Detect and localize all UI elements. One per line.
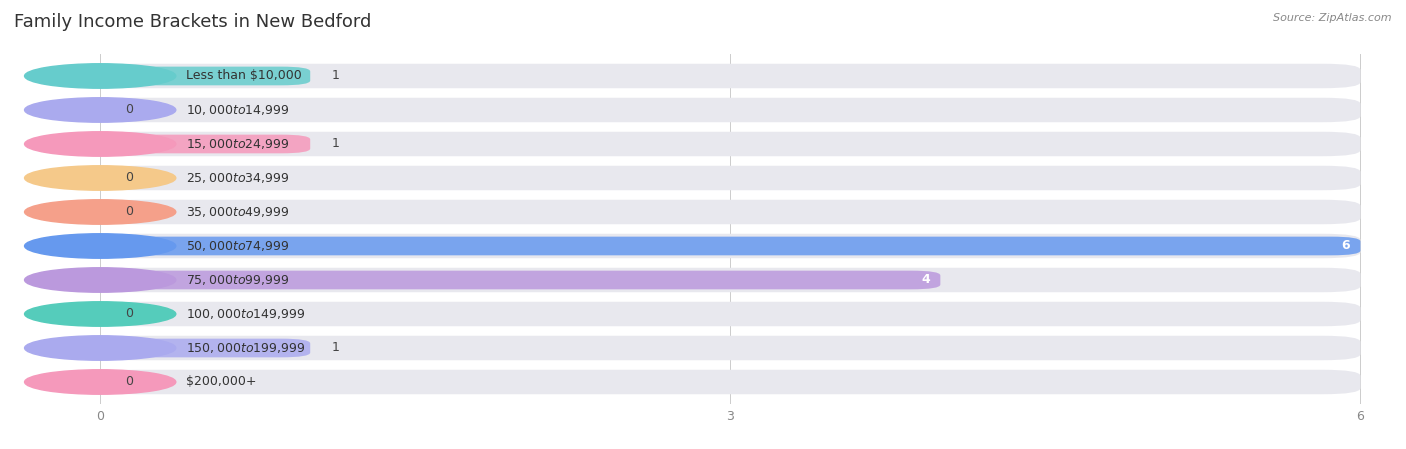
Text: Family Income Brackets in New Bedford: Family Income Brackets in New Bedford — [14, 13, 371, 31]
FancyBboxPatch shape — [100, 132, 1361, 156]
Text: 0: 0 — [125, 172, 134, 185]
Text: $50,000 to $74,999: $50,000 to $74,999 — [186, 239, 290, 253]
Circle shape — [24, 200, 176, 224]
Text: $100,000 to $149,999: $100,000 to $149,999 — [186, 307, 305, 321]
Circle shape — [24, 370, 176, 394]
FancyBboxPatch shape — [100, 166, 1361, 190]
Text: 1: 1 — [332, 342, 339, 355]
Circle shape — [24, 166, 176, 190]
FancyBboxPatch shape — [100, 302, 1361, 326]
FancyBboxPatch shape — [100, 64, 1361, 88]
Text: $10,000 to $14,999: $10,000 to $14,999 — [186, 103, 290, 117]
FancyBboxPatch shape — [100, 200, 1361, 224]
Text: 1: 1 — [332, 70, 339, 83]
Circle shape — [24, 132, 176, 156]
Text: $75,000 to $99,999: $75,000 to $99,999 — [186, 273, 290, 287]
FancyBboxPatch shape — [100, 370, 1361, 394]
Text: $150,000 to $199,999: $150,000 to $199,999 — [186, 341, 305, 355]
Text: $200,000+: $200,000+ — [186, 375, 257, 388]
Text: 4: 4 — [921, 273, 929, 286]
Text: $35,000 to $49,999: $35,000 to $49,999 — [186, 205, 290, 219]
Text: 1: 1 — [332, 137, 339, 150]
Text: $25,000 to $34,999: $25,000 to $34,999 — [186, 171, 290, 185]
Text: 0: 0 — [125, 206, 134, 219]
FancyBboxPatch shape — [100, 237, 1361, 255]
Circle shape — [24, 64, 176, 88]
Text: $15,000 to $24,999: $15,000 to $24,999 — [186, 137, 290, 151]
FancyBboxPatch shape — [100, 234, 1361, 258]
Circle shape — [24, 268, 176, 292]
FancyBboxPatch shape — [100, 268, 1361, 292]
Text: Source: ZipAtlas.com: Source: ZipAtlas.com — [1274, 13, 1392, 23]
FancyBboxPatch shape — [100, 98, 1361, 122]
Text: 0: 0 — [125, 308, 134, 321]
Circle shape — [24, 234, 176, 258]
Text: 6: 6 — [1341, 239, 1350, 252]
Text: 0: 0 — [125, 375, 134, 388]
FancyBboxPatch shape — [100, 135, 311, 154]
Circle shape — [24, 336, 176, 360]
Circle shape — [24, 98, 176, 122]
Circle shape — [24, 302, 176, 326]
FancyBboxPatch shape — [100, 339, 311, 357]
Text: 0: 0 — [125, 103, 134, 116]
Text: Less than $10,000: Less than $10,000 — [186, 70, 302, 83]
FancyBboxPatch shape — [100, 336, 1361, 360]
FancyBboxPatch shape — [100, 271, 941, 289]
FancyBboxPatch shape — [100, 66, 311, 85]
